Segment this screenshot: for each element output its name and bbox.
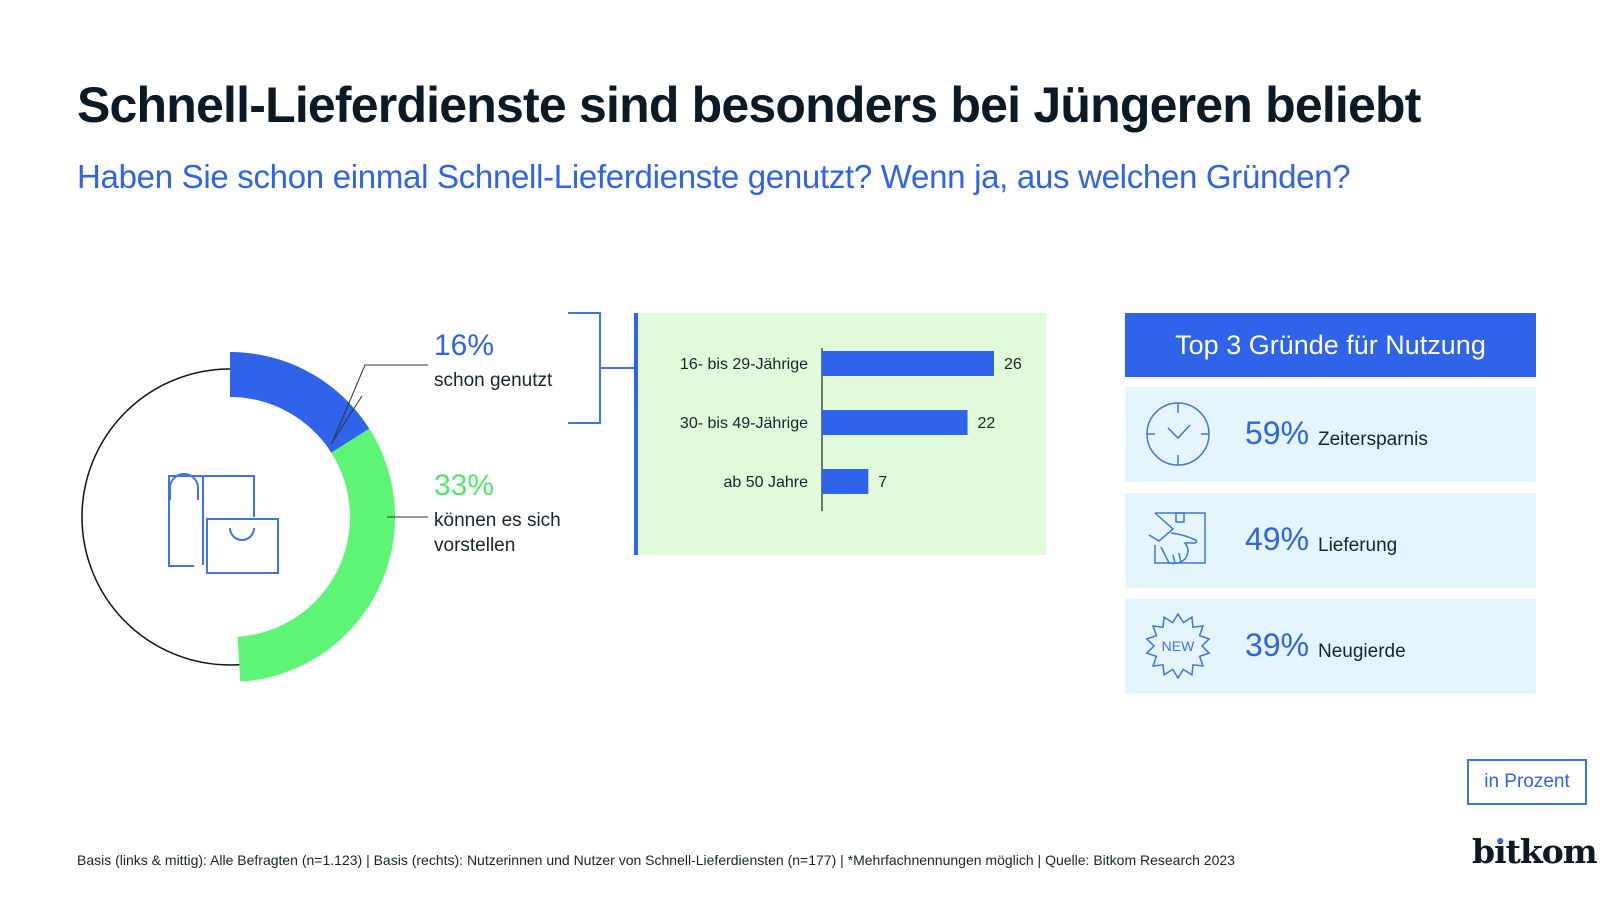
logo-i: i — [1494, 832, 1507, 871]
reason-percent: 39% — [1245, 627, 1310, 663]
age-bar-chart: 16- bis 29-Jährige 26 30- bis 49-Jährige 22… — [680, 348, 1022, 511]
reason-percent: 59% — [1245, 415, 1310, 451]
reason-label: Zeitersparnis — [1318, 429, 1428, 450]
bar-value-label: 22 — [978, 415, 996, 432]
donut-chart — [81, 352, 410, 682]
bitkom-logo: bitkom — [1472, 832, 1598, 871]
used-label: schon genutzt — [434, 370, 553, 391]
page-subtitle: Haben Sie schon einmal Schnell-Lieferdie… — [77, 158, 1351, 195]
could-percent: 33% — [434, 469, 495, 502]
shopping-bags-icon — [168, 473, 279, 574]
delivery-hand-icon — [1148, 512, 1206, 565]
unit-note: in Prozent — [1467, 759, 1587, 805]
clock-icon — [1146, 402, 1210, 466]
bar-value-label: 7 — [878, 474, 887, 491]
reason-row: NEW 39% Neugierde — [1125, 599, 1536, 694]
donut-slice-used — [230, 352, 370, 453]
logo-text-dot: i — [1494, 832, 1507, 871]
reason-label: Neugierde — [1318, 641, 1406, 662]
bar — [822, 351, 994, 376]
bar — [822, 469, 869, 494]
logo-text-start: b — [1472, 832, 1495, 871]
bracket-connector — [568, 312, 636, 424]
footer-source: Basis (links & mittig): Alle Befragten (… — [77, 852, 1235, 868]
reason-percent: 49% — [1245, 521, 1310, 557]
could-label: können es sich vorstellen — [434, 510, 561, 556]
used-percent: 16% — [434, 329, 495, 362]
bar-category-label: 30- bis 49-Jährige — [680, 415, 808, 432]
reason-label: Lieferung — [1318, 535, 1398, 556]
new-badge-icon: NEW — [1145, 613, 1211, 679]
age-bar-chart-panel: 16- bis 29-Jährige 26 30- bis 49-Jährige 22… — [634, 313, 1046, 555]
logo-text-end: tkom — [1505, 832, 1598, 871]
reason-row: 49% Lieferung — [1125, 493, 1536, 588]
new-badge-text: NEW — [1162, 638, 1195, 654]
bar — [822, 410, 968, 435]
reasons-header: Top 3 Gründe für Nutzung — [1125, 313, 1536, 377]
bar-category-label: 16- bis 29-Jährige — [680, 356, 808, 373]
reason-row: 59% Zeitersparnis — [1125, 387, 1536, 482]
bar-category-label: ab 50 Jahre — [723, 474, 808, 491]
donut-slice-could — [237, 428, 395, 682]
page-title: Schnell-Lieferdienste sind besonders bei… — [77, 77, 1421, 133]
bar-value-label: 26 — [1004, 356, 1022, 373]
